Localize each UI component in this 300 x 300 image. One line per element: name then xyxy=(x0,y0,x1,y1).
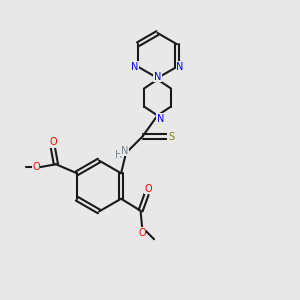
Text: N: N xyxy=(176,62,184,72)
Text: N: N xyxy=(157,113,164,124)
Text: O: O xyxy=(144,184,152,194)
Text: N: N xyxy=(121,146,128,156)
Text: O: O xyxy=(32,162,40,172)
Text: N: N xyxy=(131,62,139,72)
Text: O: O xyxy=(49,137,57,147)
Text: N: N xyxy=(154,71,161,82)
Text: O: O xyxy=(138,228,146,238)
Text: S: S xyxy=(168,131,174,142)
Text: H: H xyxy=(115,149,122,160)
